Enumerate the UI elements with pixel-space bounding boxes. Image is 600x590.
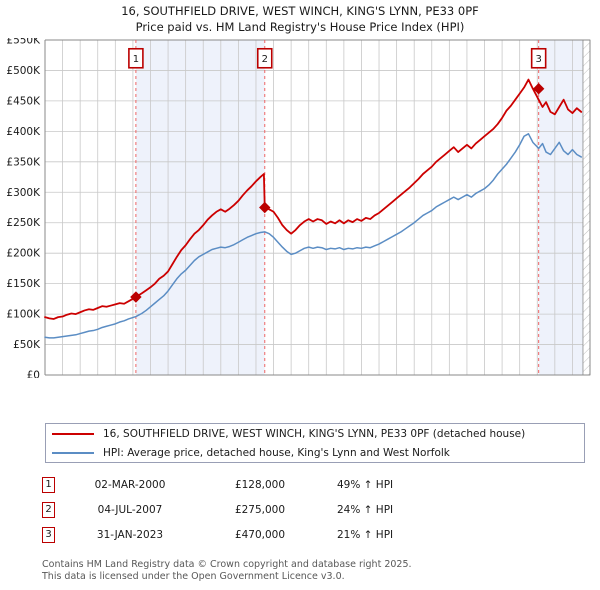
sale-point-3[interactable] bbox=[532, 83, 545, 95]
table-row: 2 04-JUL-2007 £275,000 24% ↑ HPI bbox=[42, 497, 522, 522]
transaction-badge-2: 2 bbox=[42, 501, 55, 518]
transaction-badge-3: 3 bbox=[42, 526, 55, 543]
marker-badge-2[interactable]: 2 bbox=[256, 47, 273, 69]
transactions-table: 1 02-MAR-2000 £128,000 49% ↑ HPI 2 04-JU… bbox=[42, 472, 522, 547]
y-axis-tick-label: £0 bbox=[27, 370, 40, 379]
page-title: 16, SOUTHFIELD DRIVE, WEST WINCH, KING'S… bbox=[121, 4, 479, 18]
y-axis-tick-label: £300K bbox=[6, 187, 41, 199]
marker-badge-label-2: 2 bbox=[262, 54, 268, 65]
legend-swatch-hpi bbox=[52, 451, 94, 454]
y-axis-tick-label: £250K bbox=[6, 217, 41, 229]
plot-background bbox=[45, 40, 590, 375]
table-row: 3 31-JAN-2023 £470,000 21% ↑ HPI bbox=[42, 522, 522, 547]
copyright-footer: Contains HM Land Registry data © Crown c… bbox=[42, 559, 582, 582]
table-row: 1 02-MAR-2000 £128,000 49% ↑ HPI bbox=[42, 472, 522, 497]
y-axis-tick-label: £350K bbox=[6, 156, 41, 168]
marker-badge-label-1: 1 bbox=[133, 54, 139, 65]
transaction-date-1: 02-MAR-2000 bbox=[94, 478, 166, 491]
shaded-band-2 bbox=[538, 40, 590, 375]
y-axis-tick-label: £100K bbox=[6, 309, 41, 321]
transaction-price-1: £128,000 bbox=[234, 478, 286, 491]
legend-item-price-paid: 16, SOUTHFIELD DRIVE, WEST WINCH, KING'S… bbox=[46, 424, 584, 443]
legend-swatch-price-paid bbox=[52, 432, 94, 435]
transaction-hpi-delta-2: 24% ↑ HPI bbox=[337, 503, 394, 516]
transaction-hpi-delta-1: 49% ↑ HPI bbox=[337, 478, 394, 491]
sale-point-1[interactable] bbox=[130, 291, 142, 303]
sale-point-2[interactable] bbox=[259, 201, 271, 214]
chart-plot-area: £0 £50K £100K £150K £200K £250K £300K £350K £400… bbox=[0, 38, 600, 378]
y-axis-tick-label: £150K bbox=[6, 278, 41, 290]
legend-label-price-paid: 16, SOUTHFIELD DRIVE, WEST WINCH, KING'S… bbox=[103, 427, 526, 440]
provisional-data-region bbox=[582, 39, 591, 376]
footer-line-1: Contains HM Land Registry data © Crown c… bbox=[42, 559, 412, 570]
marker-badge-box-3 bbox=[530, 47, 547, 69]
shaded-band-1 bbox=[135, 40, 265, 375]
marker-badge-box-2 bbox=[256, 47, 273, 69]
transaction-price-2: £275,000 bbox=[234, 503, 286, 516]
legend-label-hpi: HPI: Average price, detached house, King… bbox=[103, 446, 450, 459]
marker-badge-label-3: 3 bbox=[535, 54, 541, 65]
chart-title-block: 16, SOUTHFIELD DRIVE, WEST WINCH, KING'S… bbox=[0, 3, 600, 35]
legend-item-hpi: HPI: Average price, detached house, King… bbox=[46, 443, 584, 462]
marker-badge-1[interactable]: 1 bbox=[128, 47, 144, 69]
y-axis-tick-label: £500K bbox=[6, 65, 41, 77]
y-axis-tick-label: £450K bbox=[6, 95, 41, 107]
y-axis-tick-label: £50K bbox=[13, 339, 41, 351]
price-history-svg: £0 £50K £100K £150K £200K £250K £300K £350K £400… bbox=[6, 38, 591, 379]
transaction-date-2: 04-JUL-2007 bbox=[97, 503, 163, 516]
y-axis-tick-label: £550K bbox=[6, 38, 41, 47]
footer-line-2: This data is licensed under the Open Gov… bbox=[42, 570, 345, 582]
transaction-price-3: £470,000 bbox=[234, 528, 286, 541]
y-axis-tick-label: £200K bbox=[6, 248, 41, 260]
marker-badge-3[interactable]: 3 bbox=[530, 47, 547, 69]
transaction-date-3: 31-JAN-2023 bbox=[96, 528, 164, 541]
chart-legend: 16, SOUTHFIELD DRIVE, WEST WINCH, KING'S… bbox=[45, 423, 585, 463]
transaction-badge-1: 1 bbox=[42, 476, 55, 493]
transaction-hpi-delta-3: 21% ↑ HPI bbox=[337, 528, 394, 541]
page-subtitle: Price paid vs. HM Land Registry's House … bbox=[135, 20, 465, 34]
y-axis-tick-label: £400K bbox=[6, 126, 41, 138]
series-line-hpi bbox=[44, 133, 582, 339]
marker-badge-box-1 bbox=[128, 47, 144, 69]
